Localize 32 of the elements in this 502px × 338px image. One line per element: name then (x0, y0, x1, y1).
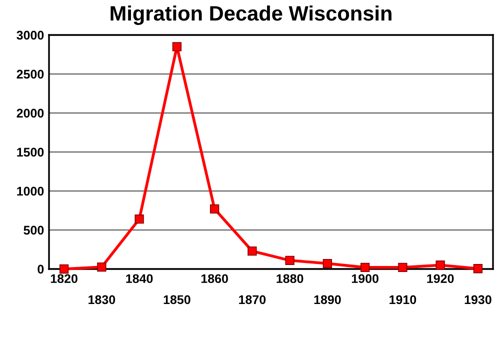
x-tick-label: 1860 (201, 274, 228, 284)
x-tick-label: 1900 (352, 274, 378, 284)
point (248, 246, 257, 256)
point (210, 204, 220, 214)
point (322, 258, 332, 268)
y-tick-label: 500 (24, 226, 44, 235)
x-tick-label: 1890 (314, 295, 341, 304)
point (134, 214, 144, 224)
point (473, 264, 483, 274)
x-tick-label: 1910 (390, 295, 416, 304)
chart-title: Migration Decade Wisconsin (110, 5, 392, 25)
point (59, 264, 69, 274)
y-tick-label: 1500 (17, 148, 44, 157)
point (436, 260, 445, 270)
point (172, 42, 182, 52)
y-tick-label: 2000 (16, 108, 44, 118)
point (285, 256, 294, 266)
x-tick-label: 1870 (239, 295, 266, 304)
x-tick-label: 1840 (126, 274, 153, 284)
x-tick-label: 1820 (50, 274, 78, 284)
y-tick-label: 2500 (16, 70, 44, 79)
point (398, 262, 408, 272)
x-tick-label: 1930 (464, 295, 492, 304)
y-tick-label: 1000 (17, 186, 44, 196)
point (97, 262, 106, 272)
x-tick-label: 1850 (164, 295, 190, 304)
y-tick-label: 0 (38, 264, 44, 274)
x-tick-label: 1920 (427, 274, 454, 284)
y-tick-label: 3000 (16, 30, 44, 40)
point (360, 262, 370, 272)
x-tick-label: 1830 (88, 295, 116, 304)
x-tick-label: 1880 (276, 274, 304, 284)
